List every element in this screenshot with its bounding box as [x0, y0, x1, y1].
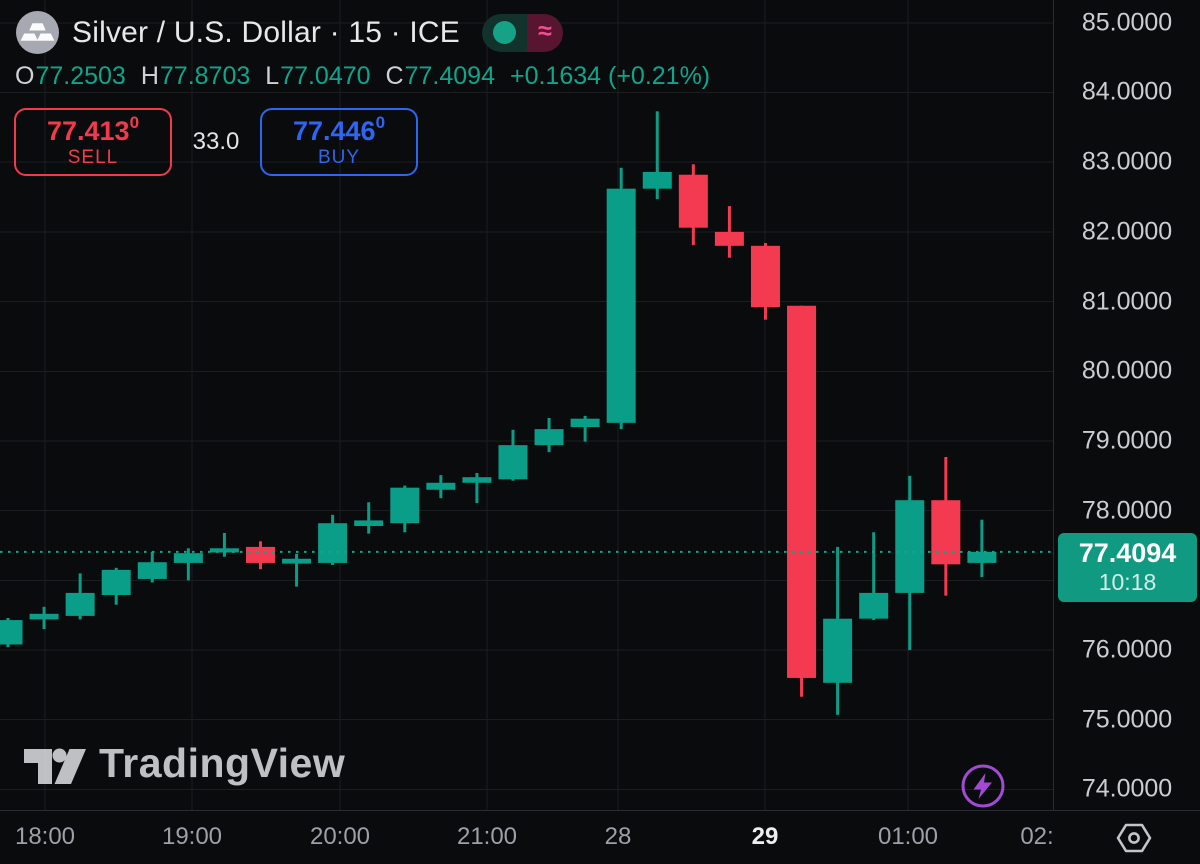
approx-price-icon: ≈ — [526, 13, 563, 52]
candle-body — [606, 188, 636, 423]
close-value: 77.4094 — [404, 62, 495, 90]
ohlc-readout: O 77.2503 H 77.8703 L 77.0470 C 77.4094 +0.1… — [15, 62, 710, 91]
candle-wick — [872, 532, 876, 621]
low-value: 77.0470 — [280, 62, 371, 90]
candle-wick — [583, 415, 587, 442]
market-open-dot-icon — [481, 13, 527, 52]
lightning-button[interactable] — [960, 763, 1006, 809]
candle-wick — [980, 519, 984, 578]
sell-button[interactable]: 77.4130 SELL — [14, 108, 172, 176]
time-axis-label: 18:00 — [14, 823, 76, 850]
lightning-icon — [961, 764, 1005, 808]
candle-body — [209, 548, 239, 553]
high-label: H — [140, 62, 159, 90]
candle-body — [354, 520, 384, 526]
chart-canvas[interactable] — [0, 0, 1053, 810]
sell-label: SELL — [67, 146, 119, 168]
symbol-header[interactable]: Silver / U.S. Dollar · 15 · ICE ≈ — [16, 11, 563, 54]
high-value: 77.8703 — [159, 62, 251, 90]
candle-body — [426, 482, 456, 490]
time-axis-label: 21:00 — [456, 823, 518, 850]
buy-label: BUY — [317, 146, 361, 168]
open-value: 77.2503 — [35, 62, 126, 90]
symbol-title: Silver / U.S. Dollar · 15 · ICE — [72, 15, 460, 49]
price-axis-label: 75.0000 — [1081, 705, 1173, 734]
candle-wick — [295, 553, 299, 587]
candle-wick — [186, 548, 190, 581]
candle-wick — [367, 502, 371, 534]
chart-region[interactable]: Silver / U.S. Dollar · 15 · ICE ≈ O 77.25… — [0, 0, 1053, 810]
candle-body — [570, 418, 600, 428]
open-label: O — [15, 62, 35, 90]
price-axis-label: 74.0000 — [1081, 774, 1173, 803]
price-axis[interactable]: 77.4094 10:18 85.0000 84.0000 83.0000 82.00… — [1053, 0, 1200, 810]
time-axis-label: 01:00 — [877, 823, 939, 850]
buy-price: 77.446 — [292, 116, 376, 147]
candle-body — [750, 245, 780, 308]
price-axis-label: 82.0000 — [1081, 217, 1173, 246]
candle-body — [101, 569, 131, 595]
candle-body — [29, 613, 59, 620]
axis-settings-button[interactable] — [1115, 822, 1153, 854]
candle-wick — [655, 111, 659, 200]
price-axis-label: 76.0000 — [1081, 635, 1173, 664]
low-label: L — [265, 62, 280, 90]
candle-body — [498, 445, 528, 480]
time-axis[interactable]: 18:00 19:00 20:00 21:00 28 29 01:00 02: — [0, 810, 1200, 864]
time-axis-label: 20:00 — [309, 823, 371, 850]
candle-body — [65, 592, 95, 616]
hexagon-gear-icon — [1116, 823, 1152, 853]
price-axis-label: 85.0000 — [1081, 8, 1173, 37]
market-status-toggle[interactable]: ≈ — [481, 13, 563, 52]
candle-body — [787, 305, 817, 678]
candle-body — [173, 553, 203, 563]
candle-body — [895, 500, 925, 593]
sell-price-superscript: 0 — [129, 113, 140, 133]
price-axis-label: 78.0000 — [1081, 496, 1173, 525]
close-label: C — [385, 62, 404, 90]
bar-countdown: 10:18 — [1098, 568, 1157, 595]
current-price-value: 77.4094 — [1078, 538, 1177, 569]
tradingview-watermark: TradingView — [24, 740, 345, 787]
price-axis-label: 84.0000 — [1081, 77, 1173, 106]
candle-body — [245, 546, 275, 563]
buy-button[interactable]: 77.4460 BUY — [260, 108, 418, 176]
candle-body — [137, 562, 167, 579]
candle-body — [642, 171, 672, 189]
change-value: +0.1634 (+0.21%) — [509, 62, 711, 90]
candle-body — [714, 231, 744, 246]
silver-ingots-icon — [16, 11, 59, 54]
candle-body — [859, 592, 889, 619]
price-axis-label: 79.0000 — [1081, 426, 1173, 455]
candle-wick — [475, 473, 479, 503]
candle-body — [931, 500, 961, 565]
tradingview-logo-icon — [24, 748, 86, 784]
candle-body — [967, 551, 997, 563]
candle-body — [390, 487, 420, 524]
candle-body — [678, 174, 708, 228]
buy-price-superscript: 0 — [375, 113, 386, 133]
candle-body — [282, 558, 312, 564]
candle-body — [0, 620, 23, 645]
tradingview-brand-text: TradingView — [99, 740, 346, 786]
order-panel: 77.4130 SELL 33.0 77.4460 BUY — [14, 108, 418, 176]
spread-value: 33.0 — [192, 128, 240, 155]
candle-body — [462, 477, 492, 483]
time-axis-label: 28 — [604, 823, 632, 850]
candle-wick — [222, 532, 226, 557]
price-axis-label: 83.0000 — [1081, 147, 1173, 176]
sell-price: 77.413 — [46, 116, 130, 147]
current-price-badge: 77.4094 10:18 — [1058, 532, 1197, 602]
candle-body — [823, 618, 853, 683]
time-axis-label: 29 — [751, 823, 779, 850]
time-axis-label: 19:00 — [161, 823, 223, 850]
candle-body — [534, 429, 564, 446]
price-axis-label: 81.0000 — [1081, 287, 1173, 316]
price-axis-label: 80.0000 — [1081, 356, 1173, 385]
time-axis-label: 02: — [1020, 823, 1054, 850]
candle-body — [318, 523, 348, 563]
